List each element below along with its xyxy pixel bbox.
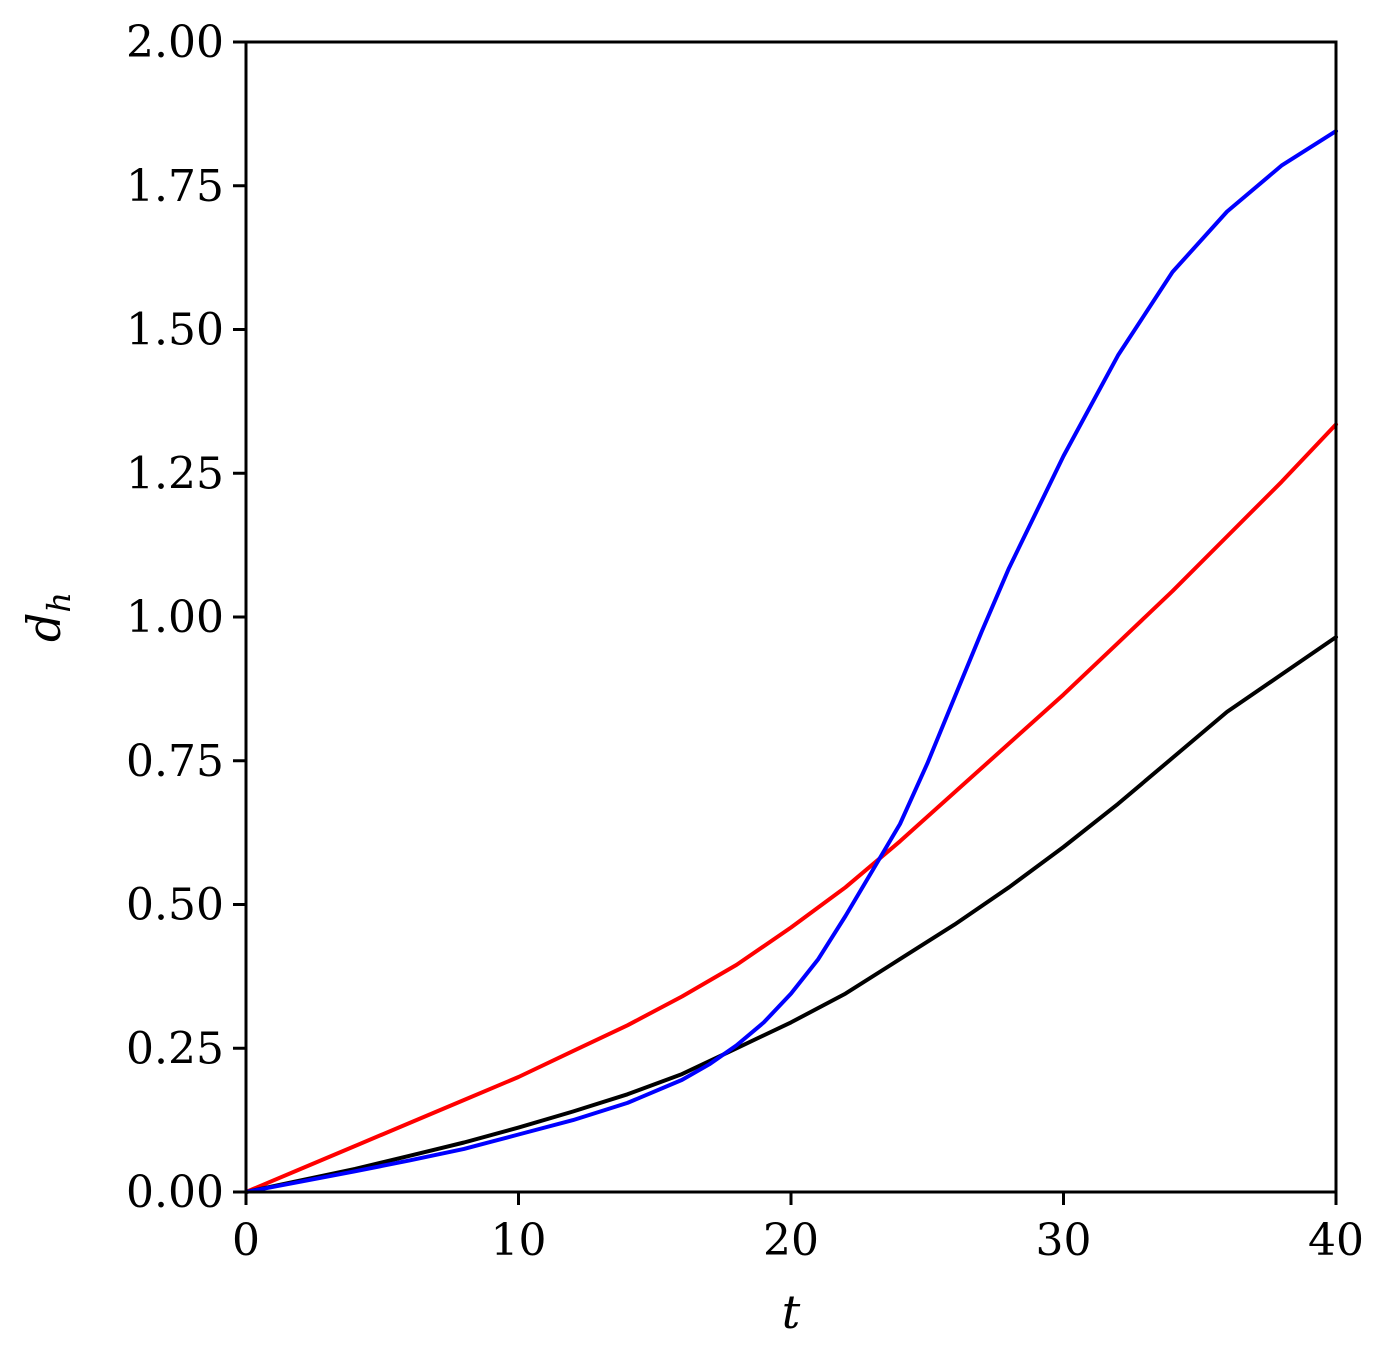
y-tick-label: 0.25 [126,1023,224,1074]
series-line-2 [244,129,1338,1194]
x-tick-label: 40 [1308,1215,1364,1266]
x-axis-label: t [782,1285,801,1339]
series-layer [244,129,1338,1194]
series-line-0 [244,422,1338,1194]
y-tick-label: 1.75 [126,161,224,212]
y-axis-label: dh [17,592,78,642]
y-axis-label-subscript: h [40,592,78,613]
x-tick-label: 0 [232,1215,260,1266]
y-tick-label: 2.00 [126,17,224,68]
series-line-1 [244,635,1338,1194]
y-tick-label: 1.00 [126,592,224,643]
y-tick-label: 0.00 [126,1167,224,1218]
y-axis-ticks: 0.00 0.25 0.50 0.75 1.00 1.25 1.50 1.75 2.00 [126,17,246,1218]
x-axis-ticks: 0 10 20 30 40 [232,1192,1364,1266]
x-tick-label: 20 [763,1215,819,1266]
y-tick-label: 1.25 [126,448,224,499]
y-tick-label: 1.50 [126,305,224,356]
y-tick-label: 0.50 [126,880,224,931]
plot-frame [244,40,1338,1194]
x-tick-label: 10 [491,1215,547,1266]
x-tick-label: 30 [1036,1215,1092,1266]
y-axis-label-base: d [17,613,71,642]
y-tick-label: 0.75 [126,736,224,787]
